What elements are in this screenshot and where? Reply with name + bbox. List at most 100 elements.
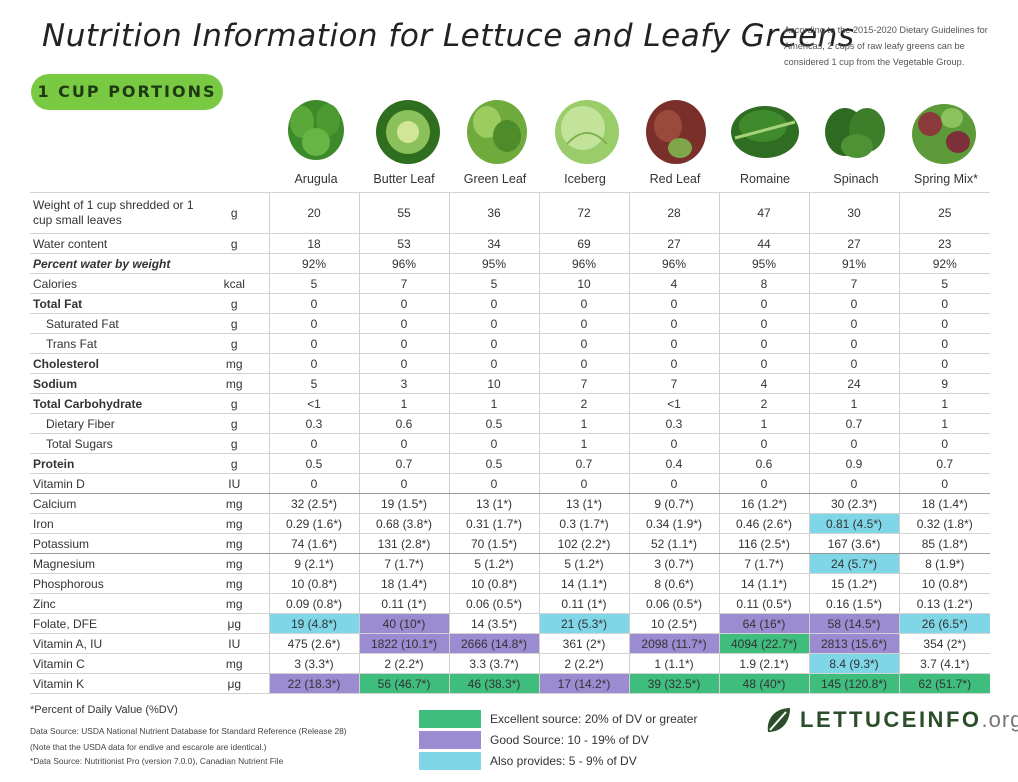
- value-cell: 0: [718, 433, 809, 454]
- value-cell: 0: [448, 333, 539, 354]
- value-cell: 0: [538, 353, 629, 374]
- value-cell: 0.5: [448, 413, 539, 434]
- legend-excellent-label: Excellent source: 20% of DV or greater: [490, 712, 698, 726]
- value-cell: 0.46 (2.6*): [718, 513, 809, 534]
- legend-also-swatch: [419, 752, 481, 770]
- value-cell: 95%: [448, 253, 539, 274]
- value-cell: 131 (2.8*): [358, 533, 449, 554]
- table-row: Vitamin A, IU IU 475 (2.6*) 1822 (10.1*) 266…: [30, 633, 990, 654]
- value-cell: 0: [268, 353, 359, 374]
- value-cell: 22 (18.3*): [268, 673, 359, 694]
- value-cell: 47: [718, 192, 809, 234]
- value-cell: 0: [808, 353, 899, 374]
- value-cell: 0: [268, 313, 359, 334]
- unit-cell: g: [200, 192, 269, 234]
- value-cell: 0.68 (3.8*): [358, 513, 449, 534]
- value-cell: 7 (1.7*): [358, 553, 449, 574]
- value-cell: 5: [268, 273, 359, 294]
- value-cell: 3.7 (4.1*): [898, 653, 990, 674]
- value-cell: 5: [448, 273, 539, 294]
- veg-name: Romaine: [739, 172, 791, 186]
- data-source-3: *Data Source: Nutritionist Pro (version …: [30, 756, 284, 766]
- spring-mix-image: [904, 92, 984, 168]
- value-cell: 5 (1.2*): [448, 553, 539, 574]
- unit-cell: g: [200, 433, 269, 454]
- value-cell: 96%: [538, 253, 629, 274]
- unit-cell: mg: [200, 493, 269, 514]
- value-cell: 74 (1.6*): [268, 533, 359, 554]
- value-cell: 4: [718, 373, 809, 394]
- value-cell: 1: [898, 413, 990, 434]
- value-cell: 1822 (10.1*): [358, 633, 449, 654]
- unit-cell: μg: [200, 613, 269, 634]
- value-cell: 0: [808, 473, 899, 494]
- unit-cell: g: [200, 233, 269, 254]
- value-cell: 70 (1.5*): [448, 533, 539, 554]
- value-cell: 0: [898, 353, 990, 374]
- value-cell: 0.5: [268, 453, 359, 474]
- unit-cell: g: [200, 413, 269, 434]
- value-cell: 0: [628, 293, 719, 314]
- table-row: Water content g 18 53 34 69 27 44 27 23: [30, 233, 990, 254]
- logo-name: LETTUCEINFO: [800, 707, 982, 732]
- unit-cell: [200, 253, 269, 274]
- value-cell: 7: [538, 373, 629, 394]
- value-cell: 8 (0.6*): [628, 573, 719, 594]
- value-cell: 48 (40*): [718, 673, 809, 694]
- value-cell: 26 (6.5*): [898, 613, 990, 634]
- value-cell: 1: [538, 413, 629, 434]
- table-row: Total Fat g 0 0 0 0 0 0 0 0: [30, 293, 990, 314]
- value-cell: 0: [268, 333, 359, 354]
- value-cell: 0: [808, 433, 899, 454]
- value-cell: 0: [808, 313, 899, 334]
- table-row: Total Carbohydrate g <1 1 1 2 <1 2 1 1: [30, 393, 990, 414]
- table-row: Protein g 0.5 0.7 0.5 0.7 0.4 0.6 0.9 0.7: [30, 453, 990, 474]
- unit-cell: mg: [200, 353, 269, 374]
- value-cell: 19 (1.5*): [358, 493, 449, 514]
- veg-name: Spring Mix*: [914, 172, 978, 186]
- value-cell: 92%: [268, 253, 359, 274]
- value-cell: 0.3: [268, 413, 359, 434]
- value-cell: 0.4: [628, 453, 719, 474]
- value-cell: 91%: [808, 253, 899, 274]
- value-cell: 52 (1.1*): [628, 533, 719, 554]
- table-row: Sodium mg 5 3 10 7 7 4 24 9: [30, 373, 990, 394]
- value-cell: 23: [898, 233, 990, 254]
- value-cell: 0.3 (1.7*): [538, 513, 629, 534]
- nutrient-label: Vitamin K: [30, 673, 200, 694]
- value-cell: 0: [268, 293, 359, 314]
- romaine-image: [725, 92, 805, 168]
- value-cell: 0: [898, 313, 990, 334]
- value-cell: 0.9: [808, 453, 899, 474]
- value-cell: 0.11 (0.5*): [718, 593, 809, 614]
- value-cell: 2: [718, 393, 809, 414]
- value-cell: 14 (1.1*): [538, 573, 629, 594]
- value-cell: 7: [628, 373, 719, 394]
- value-cell: 0: [628, 333, 719, 354]
- value-cell: 27: [808, 233, 899, 254]
- value-cell: 0: [718, 473, 809, 494]
- nutrient-label: Total Carbohydrate: [30, 393, 200, 414]
- value-cell: 28: [628, 192, 719, 234]
- value-cell: 0: [538, 313, 629, 334]
- value-cell: 0: [628, 353, 719, 374]
- value-cell: 0: [538, 293, 629, 314]
- value-cell: 69: [538, 233, 629, 254]
- value-cell: 19 (4.8*): [268, 613, 359, 634]
- spinach-image: [815, 92, 895, 168]
- logo-suffix: .org: [981, 707, 1018, 732]
- value-cell: 354 (2*): [898, 633, 990, 654]
- value-cell: 0.7: [538, 453, 629, 474]
- table-row: Calories kcal 5 7 5 10 4 8 7 5: [30, 273, 990, 294]
- data-source-2: (Note that the USDA data for endive and …: [30, 742, 267, 752]
- value-cell: 96%: [358, 253, 449, 274]
- guideline-note: According to the 2015-2020 Dietary Guide…: [784, 25, 988, 67]
- unit-cell: mg: [200, 553, 269, 574]
- nutrient-label: Cholesterol: [30, 353, 200, 374]
- table-row: Zinc mg 0.09 (0.8*) 0.11 (1*) 0.06 (0.5*) 0.1…: [30, 593, 990, 614]
- value-cell: 0.09 (0.8*): [268, 593, 359, 614]
- value-cell: 0: [808, 293, 899, 314]
- value-cell: 1 (1.1*): [628, 653, 719, 674]
- value-cell: 0: [358, 333, 449, 354]
